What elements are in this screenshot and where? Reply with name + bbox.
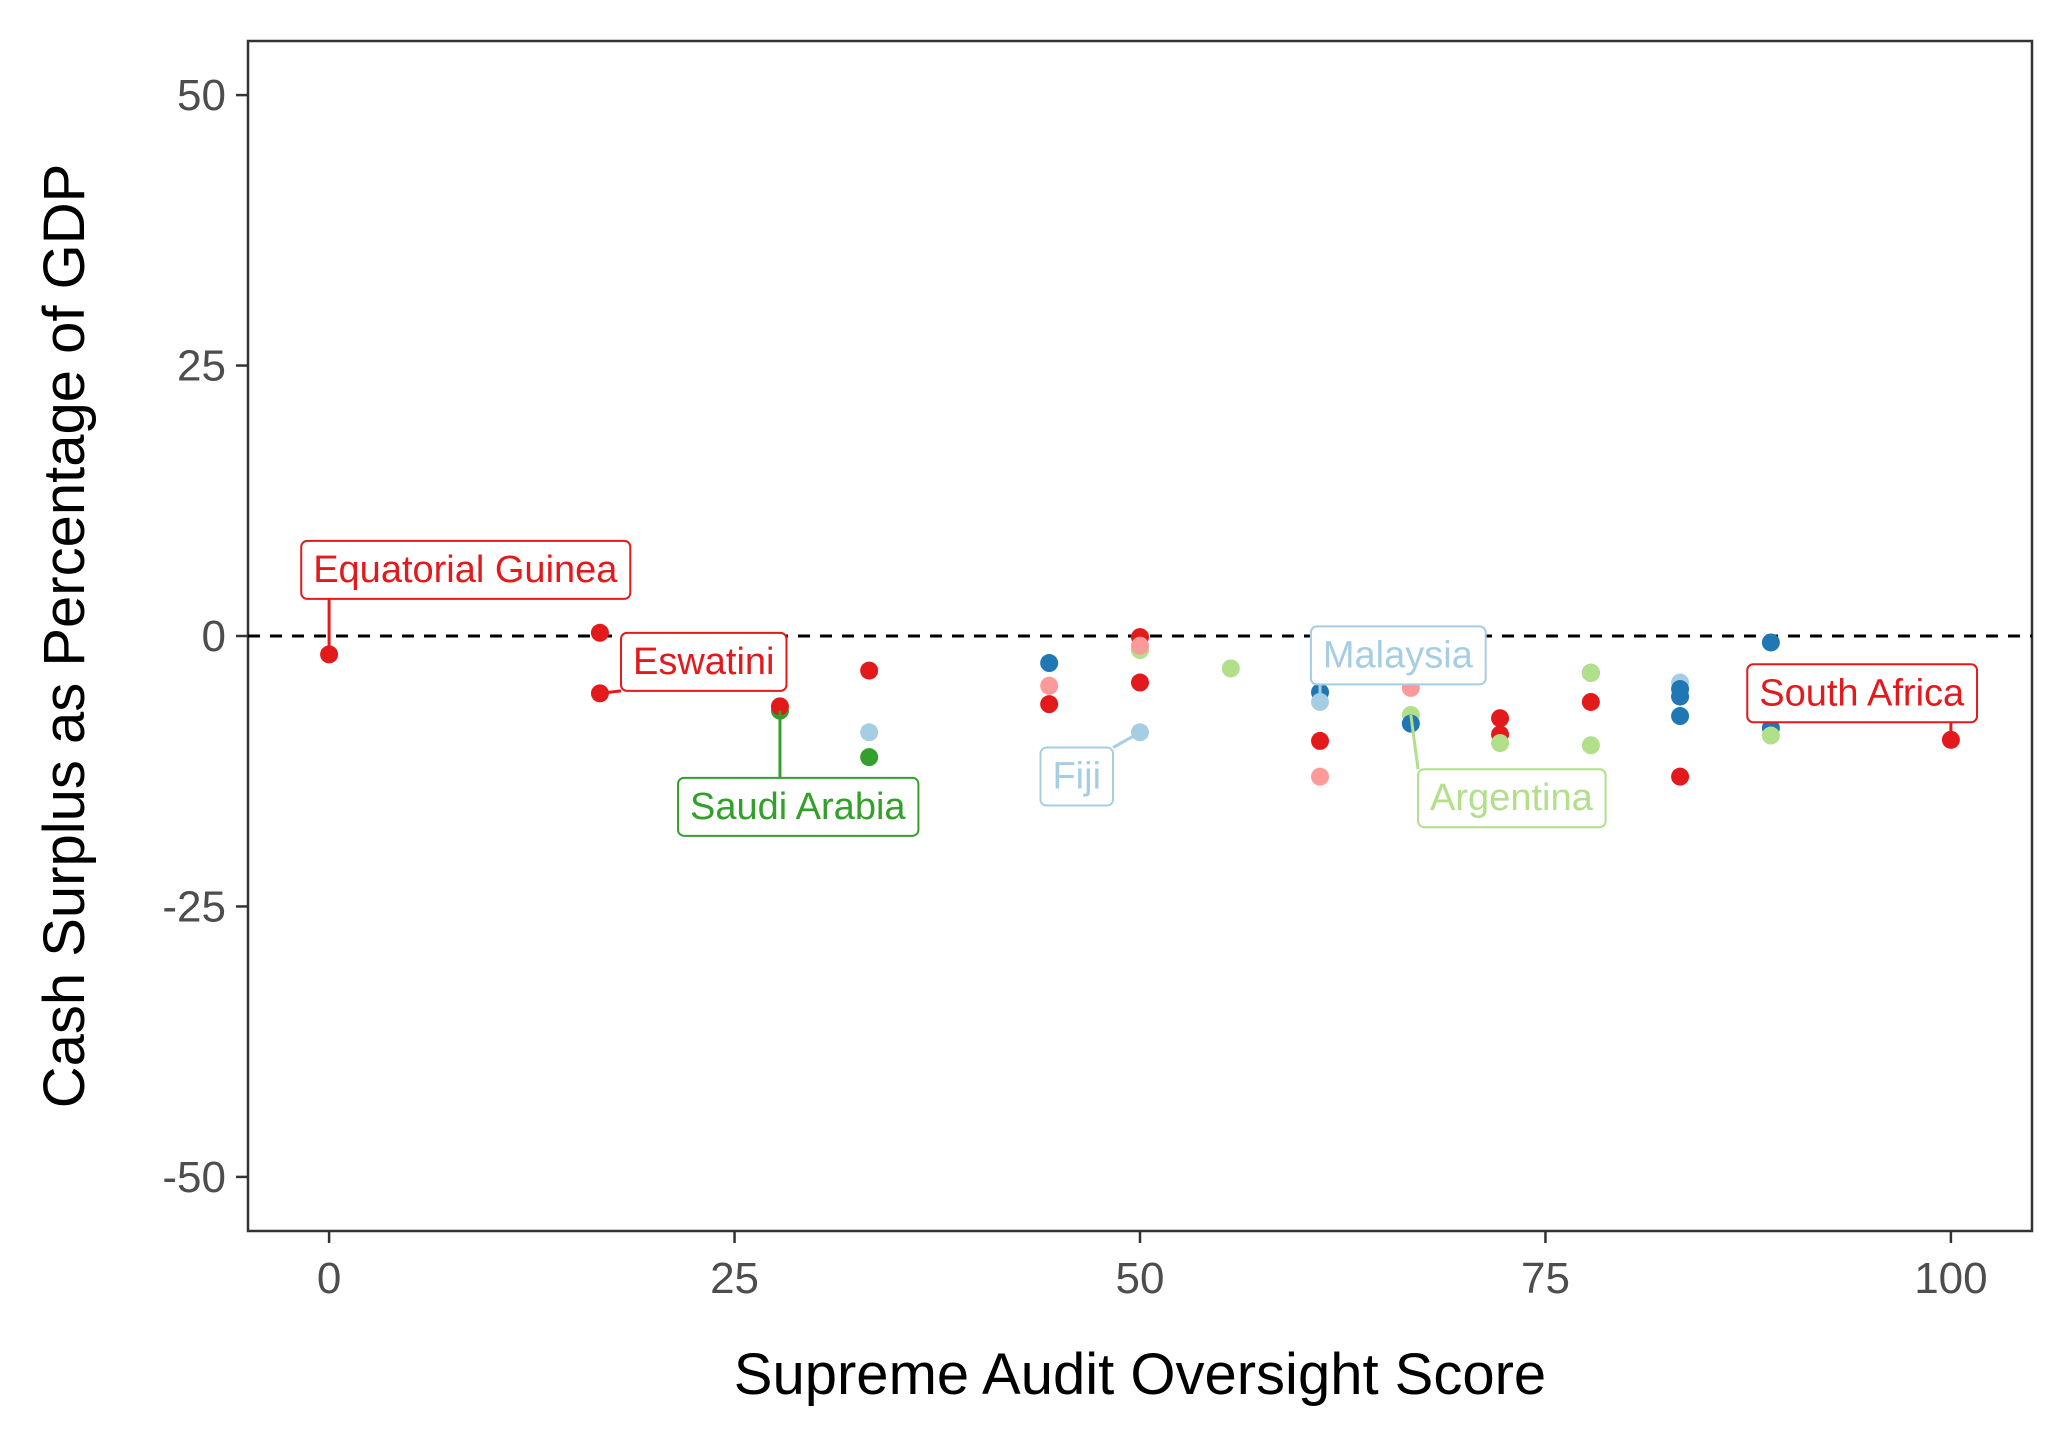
y-tick-label: -50 xyxy=(162,1153,226,1202)
annotation-box xyxy=(1417,768,1607,829)
annotation-text: South Africa xyxy=(1759,672,1965,714)
annotation-label: Equatorial Guinea xyxy=(300,539,632,655)
annotation-label: South Africa xyxy=(1746,663,1979,740)
data-point xyxy=(1491,709,1510,728)
x-axis: 0 25 50 75 100 xyxy=(317,1231,1988,1303)
data-point xyxy=(1581,663,1600,682)
data-point xyxy=(1131,673,1149,692)
data-point xyxy=(1040,654,1059,673)
data-point xyxy=(1761,633,1780,652)
x-tick-label: 50 xyxy=(1116,1254,1165,1303)
x-tick-label: 25 xyxy=(710,1254,759,1303)
annotation-leader-line xyxy=(1112,730,1141,749)
data-point xyxy=(1131,636,1149,655)
annotation-box xyxy=(1746,663,1979,724)
annotation-text: Argentina xyxy=(1430,777,1594,819)
data-point xyxy=(1671,767,1690,786)
y-tick-label: 50 xyxy=(177,71,226,120)
data-point xyxy=(1040,676,1059,695)
annotation-box xyxy=(619,631,788,692)
data-point xyxy=(1581,736,1600,755)
x-axis-title: Supreme Audit Oversight Score xyxy=(734,1342,1546,1407)
data-point xyxy=(1761,726,1780,745)
data-point xyxy=(1040,695,1059,714)
data-point xyxy=(860,748,879,767)
y-tick-label: -25 xyxy=(162,882,226,931)
annotation-label: Malaysia xyxy=(1309,625,1487,702)
x-tick-label: 75 xyxy=(1521,1254,1570,1303)
data-point xyxy=(1221,659,1240,678)
annotation-label: Argentina xyxy=(1409,714,1607,829)
data-point xyxy=(1671,707,1690,726)
data-point xyxy=(1671,687,1690,706)
annotation-leader-line xyxy=(599,689,622,695)
data-point xyxy=(860,723,879,742)
annotations: Equatorial Guinea Eswatini Saudi Arabia Fij… xyxy=(300,539,1979,837)
x-tick-label: 0 xyxy=(317,1254,341,1303)
annotation-box xyxy=(300,539,632,600)
annotation-text: Eswatini xyxy=(633,641,775,683)
annotation-label: Fiji xyxy=(1039,730,1141,807)
annotation-label: Eswatini xyxy=(599,631,788,695)
data-point xyxy=(860,661,879,680)
annotation-text: Saudi Arabia xyxy=(690,786,906,828)
annotation-box xyxy=(1309,625,1487,686)
annotation-label: Saudi Arabia xyxy=(677,710,920,837)
annotation-box xyxy=(1039,746,1115,807)
annotation-text: Equatorial Guinea xyxy=(313,549,618,591)
annotation-text: Malaysia xyxy=(1323,634,1474,676)
data-point xyxy=(1491,734,1510,753)
y-tick-label: 25 xyxy=(177,342,226,391)
y-tick-label: 0 xyxy=(202,612,226,661)
data-point xyxy=(1581,692,1600,711)
y-axis: -50 -25 0 25 50 xyxy=(162,71,248,1202)
x-tick-label: 100 xyxy=(1914,1254,1987,1303)
data-point xyxy=(590,623,609,642)
data-point xyxy=(1311,731,1330,750)
data-point xyxy=(1311,767,1330,786)
annotation-leader-line xyxy=(1409,714,1420,770)
y-axis-title: Cash Surplus as Percentage of GDP xyxy=(32,164,97,1109)
data-point xyxy=(770,697,789,716)
annotation-box xyxy=(677,776,920,837)
annotation-text: Fiji xyxy=(1052,756,1101,798)
